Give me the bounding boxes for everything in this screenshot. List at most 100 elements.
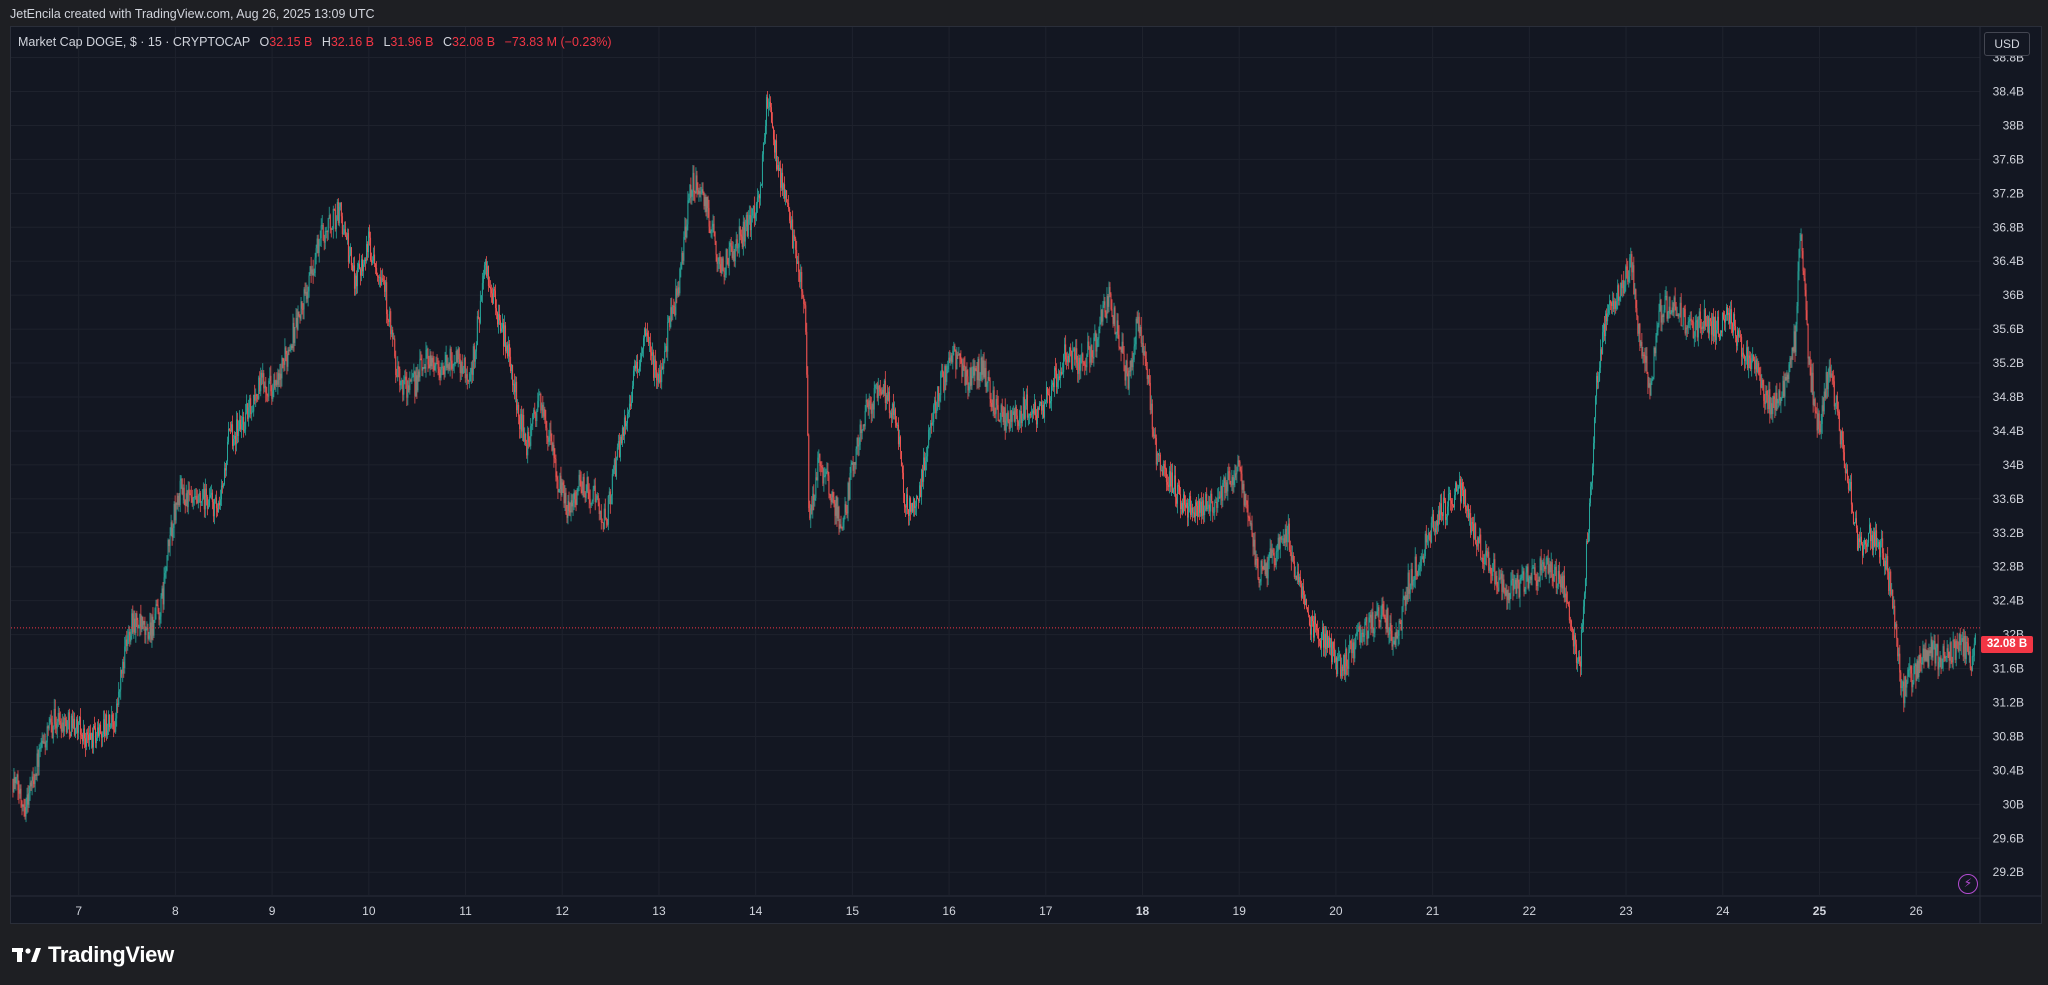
- candle-body: [1846, 469, 1848, 482]
- candle-body: [1874, 531, 1876, 547]
- symbol-label[interactable]: Market Cap DOGE, $ · 15 · CRYPTOCAP: [18, 35, 251, 49]
- candle-body: [1219, 496, 1221, 498]
- candle-body: [1852, 511, 1854, 524]
- candle-body: [759, 185, 761, 199]
- candle-body: [1775, 392, 1777, 411]
- candle-body: [1029, 414, 1031, 416]
- candle-body: [713, 223, 715, 232]
- candle-body: [704, 196, 706, 207]
- candle-body: [527, 431, 529, 456]
- candle-body: [1103, 301, 1105, 306]
- candle-body: [233, 438, 235, 446]
- candle-body: [935, 400, 937, 414]
- candle-body: [417, 371, 419, 391]
- candle-body: [1519, 578, 1521, 598]
- candle-body: [1351, 643, 1353, 654]
- candle-body: [751, 208, 753, 216]
- candle-body: [1795, 324, 1797, 353]
- candle-body: [55, 723, 57, 729]
- candle-body: [381, 278, 383, 286]
- candle-body: [641, 353, 643, 359]
- candle-body: [263, 373, 265, 389]
- candle-body: [549, 430, 551, 437]
- candle-body: [489, 287, 491, 290]
- candle-body: [1608, 305, 1610, 314]
- candle-body: [900, 451, 902, 467]
- candle-body: [1541, 563, 1543, 571]
- candle-body: [1010, 410, 1012, 422]
- candle-body: [892, 403, 894, 415]
- candle-body: [495, 308, 497, 313]
- candle-body: [1909, 666, 1911, 670]
- candle-body: [774, 139, 776, 153]
- candle-body: [1683, 308, 1685, 310]
- candle-body: [1217, 497, 1219, 508]
- candle-body: [1381, 604, 1383, 615]
- candle-body: [1320, 640, 1322, 648]
- candle-body: [1012, 411, 1014, 415]
- candle-body: [870, 406, 872, 414]
- candle-body: [141, 616, 143, 630]
- candle-body: [968, 386, 970, 391]
- candle-body: [1652, 377, 1654, 379]
- candle-body: [380, 277, 382, 286]
- candle-body: [942, 370, 944, 377]
- lightning-bolt-icon[interactable]: ⚡: [1958, 874, 1978, 894]
- candle-body: [538, 394, 540, 402]
- currency-button[interactable]: USD: [1984, 32, 2030, 56]
- candle-body: [1721, 312, 1723, 333]
- candle-body: [996, 399, 998, 406]
- candle-body: [400, 380, 402, 386]
- candle-body: [1807, 323, 1809, 359]
- candle-body: [1227, 471, 1229, 492]
- candle-body: [687, 200, 689, 225]
- series-legend[interactable]: Market Cap DOGE, $ · 15 · CRYPTOCAP O32.…: [18, 35, 612, 49]
- candle-body: [993, 390, 995, 414]
- candle-body: [1065, 344, 1067, 360]
- candle-body: [868, 400, 870, 409]
- price-chart[interactable]: 29.2B29.6B30B30.4B30.8B31.2B31.6B32B32.4…: [0, 0, 2048, 924]
- candle-body: [1167, 484, 1169, 488]
- candle-body: [419, 358, 421, 378]
- candle-body: [770, 107, 772, 123]
- candle-body: [959, 353, 961, 360]
- candle-body: [1602, 332, 1604, 354]
- candle-body: [1272, 549, 1274, 553]
- candle-body: [331, 228, 333, 230]
- candle-body: [1183, 494, 1185, 513]
- candle-body: [1646, 356, 1648, 374]
- candle-body: [823, 475, 825, 484]
- candle-body: [1918, 654, 1920, 678]
- candle-body: [784, 184, 786, 199]
- candle-body: [622, 427, 624, 437]
- candle-body: [1438, 510, 1440, 521]
- candle-body: [982, 360, 984, 375]
- candle-body: [1554, 566, 1556, 571]
- candle-body: [1856, 527, 1858, 550]
- candle-body: [600, 510, 602, 522]
- candle-body: [780, 167, 782, 188]
- candle-body: [1525, 572, 1527, 590]
- candle-body: [978, 358, 980, 381]
- candle-body: [1634, 289, 1636, 295]
- candle-body: [17, 774, 19, 791]
- candle-body: [320, 225, 322, 239]
- candle-body: [1008, 422, 1010, 430]
- candle-body: [953, 345, 955, 351]
- candle-body: [939, 395, 941, 402]
- candle-body: [1514, 580, 1516, 585]
- candle-body: [615, 457, 617, 477]
- candle-body: [1007, 412, 1009, 423]
- candle-body: [29, 782, 31, 794]
- candle-body: [1421, 556, 1423, 560]
- candle-body: [501, 328, 503, 332]
- candle-body: [326, 230, 328, 233]
- candle-body: [1190, 496, 1192, 515]
- candle-body: [1481, 557, 1483, 559]
- candle-body: [628, 403, 630, 413]
- candle-body: [219, 499, 221, 506]
- candle-body: [1423, 556, 1425, 563]
- candle-body: [1792, 347, 1794, 352]
- candle-body: [406, 379, 408, 398]
- chart-pane[interactable]: [10, 26, 2042, 924]
